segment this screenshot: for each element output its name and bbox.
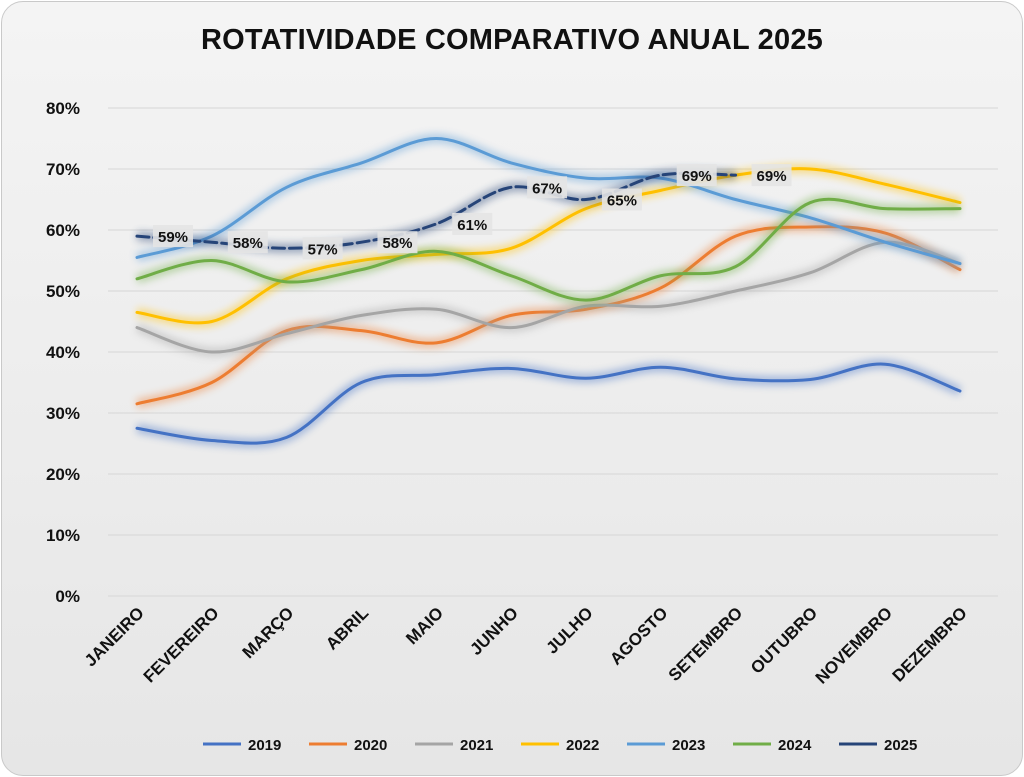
data-label-bg (452, 212, 493, 235)
legend-item-2023: 2023 (627, 737, 705, 754)
legend-item-2025: 2025 (839, 737, 917, 754)
data-label-bg (751, 164, 792, 187)
y-tick-label: 0% (55, 587, 80, 606)
series-line-2023 (135, 136, 962, 266)
series-2024 (135, 194, 962, 305)
x-tick-label: NOVEMBRO (812, 603, 896, 687)
series-line-2021 (135, 240, 962, 354)
series-2021 (135, 237, 962, 357)
data-label: 57% (308, 241, 338, 258)
series-line-2025 (135, 171, 738, 250)
series-glow-2019 (136, 359, 962, 448)
y-tick-label: 50% (46, 282, 80, 301)
data-label-bg (377, 231, 418, 254)
data-label-bg (302, 237, 343, 260)
legend-label: 2025 (884, 737, 917, 754)
y-tick-label: 20% (46, 465, 80, 484)
y-tick-label: 80% (46, 99, 80, 118)
legend-label: 2022 (566, 737, 599, 754)
legend-label: 2021 (460, 737, 493, 754)
data-label: 65% (607, 193, 637, 210)
data-label-bg (227, 231, 268, 254)
series-line-2019 (135, 362, 962, 445)
data-label-bg (527, 176, 568, 199)
data-label: 67% (532, 180, 562, 197)
y-tick-label: 30% (46, 404, 80, 423)
x-tick-label: AGOSTO (606, 603, 671, 668)
legend-label: 2024 (778, 737, 812, 754)
legend-item-2022: 2022 (521, 737, 599, 754)
y-tick-label: 70% (46, 160, 80, 179)
data-label-bg (153, 225, 193, 248)
data-label: 58% (382, 235, 412, 252)
legend-label: 2019 (248, 737, 281, 754)
x-tick-label: JANEIRO (81, 603, 148, 670)
x-tick-label: ABRIL (322, 603, 372, 653)
legend-label: 2023 (672, 737, 705, 754)
y-tick-label: 60% (46, 221, 80, 240)
legend-item-2019: 2019 (203, 737, 281, 754)
data-label: 59% (158, 229, 188, 246)
legend-item-2021: 2021 (415, 737, 493, 754)
series-2023 (135, 133, 962, 268)
series-2019 (135, 359, 962, 448)
legend-item-2024: 2024 (733, 737, 812, 754)
series-glow-2025 (136, 168, 736, 253)
x-tick-label: JUNHO (466, 603, 522, 659)
data-label: 61% (457, 217, 487, 234)
legend-item-2020: 2020 (309, 737, 387, 754)
legend-label: 2020 (354, 737, 387, 754)
x-tick-label: FEVEREIRO (140, 603, 223, 686)
chart-title: ROTATIVIDADE COMPARATIVO ANUAL 2025 (201, 24, 823, 56)
x-tick-label: MAIO (402, 603, 447, 648)
x-tick-label: DEZEMBRO (889, 603, 971, 685)
data-label-bg (676, 164, 717, 187)
series-2025: 59% 58% 57% 58% 61% 67% 65% 69% 69% (135, 164, 792, 260)
data-label: 58% (233, 235, 263, 252)
x-tick-label: OUTUBRO (747, 603, 821, 677)
y-tick-label: 40% (46, 343, 80, 362)
x-tick-label: MARÇO (239, 603, 298, 662)
data-label: 69% (757, 168, 787, 185)
y-tick-label: 10% (46, 526, 80, 545)
data-label: 69% (682, 168, 712, 185)
x-tick-label: SETEMBRO (665, 603, 747, 685)
series-line-2024 (135, 197, 962, 302)
data-label-bg (601, 188, 642, 211)
x-tick-label: JULHO (543, 603, 597, 657)
